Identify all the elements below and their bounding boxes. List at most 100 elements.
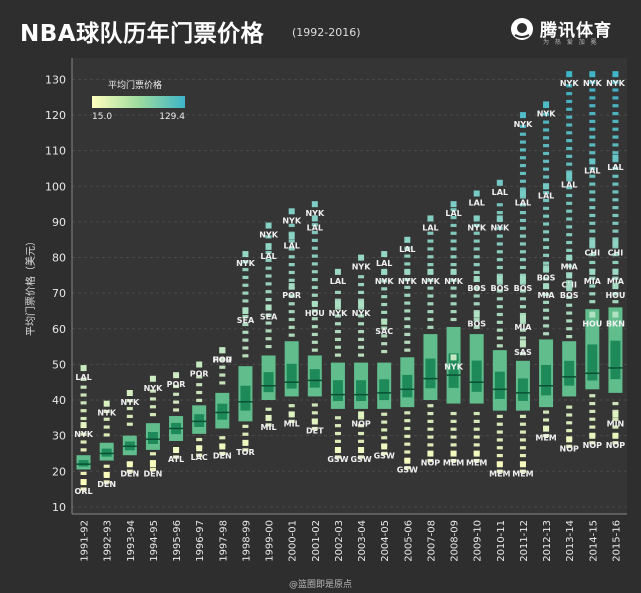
team-label: NOP xyxy=(606,441,625,450)
team-label: LAL xyxy=(468,199,484,208)
legend-min-label: 15.0 xyxy=(92,112,112,122)
whisker-dot xyxy=(358,416,365,420)
box-inner xyxy=(494,371,505,399)
whisker-dot xyxy=(496,265,503,270)
team-marker xyxy=(589,240,596,247)
whisker-dot xyxy=(496,289,503,293)
team-marker xyxy=(427,450,434,457)
team-marker xyxy=(473,276,480,282)
whisker-dot xyxy=(496,320,503,324)
whisker-dot xyxy=(404,426,411,431)
whisker-dot xyxy=(265,290,272,294)
whisker-dot xyxy=(473,270,480,275)
x-tick-label: 2010-11 xyxy=(496,520,507,562)
whisker-dot xyxy=(612,441,619,445)
whisker-dot xyxy=(519,265,526,270)
whisker-dot xyxy=(543,175,550,179)
whisker-dot xyxy=(473,294,480,298)
whisker-dot xyxy=(311,262,318,266)
whisker-dot xyxy=(519,124,526,128)
whisker-dot xyxy=(381,428,388,432)
whisker-dot xyxy=(427,443,434,447)
team-marker xyxy=(473,450,480,457)
whisker-dot xyxy=(404,450,411,454)
team-label: BKN xyxy=(606,320,625,329)
whisker-dot xyxy=(404,301,411,305)
whisker-dot xyxy=(543,136,550,140)
team-label: NOP xyxy=(560,444,579,453)
whisker-dot xyxy=(496,312,503,317)
whisker-dot xyxy=(242,330,249,334)
whisker-dot xyxy=(427,317,434,322)
whisker-dot xyxy=(566,334,573,339)
whisker-dot xyxy=(288,239,295,243)
whisker-dot xyxy=(473,458,480,463)
whisker-dot xyxy=(219,357,226,361)
team-label: NYK xyxy=(329,309,348,318)
whisker-dot xyxy=(358,345,365,349)
x-tick-label: 2001-02 xyxy=(311,520,322,562)
team-marker xyxy=(589,311,596,318)
team-marker xyxy=(450,450,457,457)
whisker-dot xyxy=(334,416,341,420)
whisker-dot xyxy=(496,242,503,246)
team-marker xyxy=(311,201,318,208)
whisker-dot xyxy=(543,410,550,414)
x-tick-label: 2013-14 xyxy=(565,520,576,562)
team-label: LAL xyxy=(283,241,299,250)
whisker-dot xyxy=(173,408,180,412)
plot-area xyxy=(72,58,627,514)
whisker-dot xyxy=(612,229,619,233)
whisker-dot xyxy=(381,287,388,291)
whisker-dot xyxy=(519,195,526,199)
whisker-dot xyxy=(334,353,341,357)
team-label: NYK xyxy=(537,109,556,118)
whisker-dot xyxy=(404,332,411,337)
whisker-dot xyxy=(589,409,596,413)
y-tick-label: 120 xyxy=(45,109,66,122)
box-inner xyxy=(517,378,528,401)
whisker-dot xyxy=(450,231,457,235)
team-marker xyxy=(473,311,480,318)
team-marker xyxy=(566,272,573,279)
whisker-dot xyxy=(358,424,365,428)
team-label: BOS xyxy=(490,284,509,293)
whisker-dot xyxy=(612,425,619,429)
team-label: LAL xyxy=(561,181,577,190)
whisker-dot xyxy=(404,254,411,258)
whisker-dot xyxy=(103,425,110,429)
whisker-dot xyxy=(311,348,318,352)
team-marker xyxy=(288,208,295,215)
whisker-dot xyxy=(566,146,573,151)
whisker-dot xyxy=(450,247,457,251)
team-marker xyxy=(265,222,272,229)
team-label: BOS xyxy=(467,320,486,329)
whisker-dot xyxy=(519,211,526,215)
team-label: LAL xyxy=(492,188,508,197)
whisker-dot xyxy=(519,163,526,168)
whisker-dot xyxy=(566,217,573,221)
whisker-dot xyxy=(473,247,480,251)
team-label: NYK xyxy=(421,277,440,286)
team-marker xyxy=(543,265,550,272)
whisker-dot xyxy=(381,436,388,440)
team-label: HOU xyxy=(582,320,602,329)
whisker-dot xyxy=(612,88,619,92)
team-marker xyxy=(288,283,295,290)
whisker-dot xyxy=(612,143,619,147)
whisker-dot xyxy=(450,208,457,212)
whisker-dot xyxy=(288,247,295,251)
team-label: NYK xyxy=(120,398,139,407)
x-tick-label: 1995-96 xyxy=(172,520,183,562)
whisker-dot xyxy=(219,381,226,385)
chart-subtitle: (1992-2016) xyxy=(292,26,361,39)
whisker-dot xyxy=(566,209,573,213)
whisker-dot xyxy=(612,237,619,241)
whisker-dot xyxy=(566,178,573,182)
whisker-dot xyxy=(404,340,411,344)
whisker-dot xyxy=(473,286,480,290)
team-marker xyxy=(496,215,503,222)
whisker-dot xyxy=(543,198,550,203)
whisker-dot xyxy=(543,324,550,328)
whisker-dot xyxy=(519,218,526,223)
